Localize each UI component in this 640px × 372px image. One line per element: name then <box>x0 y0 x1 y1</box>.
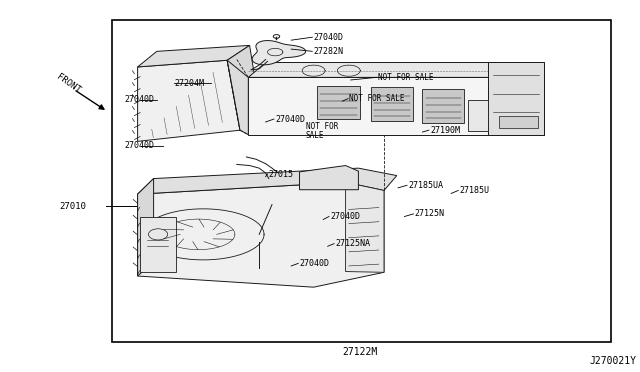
Text: 27040D: 27040D <box>300 259 330 268</box>
Text: 27125N: 27125N <box>415 209 445 218</box>
Text: 27040D: 27040D <box>314 33 344 42</box>
Polygon shape <box>488 62 544 135</box>
Polygon shape <box>346 182 384 272</box>
Polygon shape <box>248 77 544 135</box>
Text: 27040D: 27040D <box>125 141 155 150</box>
Text: 27282N: 27282N <box>314 47 344 56</box>
Text: 27122M: 27122M <box>342 347 378 356</box>
Text: 27040D: 27040D <box>275 115 305 124</box>
Text: 27185UA: 27185UA <box>408 181 444 190</box>
Text: 27204M: 27204M <box>174 79 204 88</box>
Text: NOT FOR
SALE: NOT FOR SALE <box>306 122 339 140</box>
Text: FRONT: FRONT <box>54 72 81 95</box>
Polygon shape <box>138 60 240 141</box>
Text: 27015: 27015 <box>269 170 294 179</box>
Text: J270021Y: J270021Y <box>590 356 637 366</box>
Polygon shape <box>138 179 154 276</box>
Text: 27125NA: 27125NA <box>335 239 371 248</box>
Polygon shape <box>371 87 413 121</box>
Polygon shape <box>138 45 250 67</box>
Polygon shape <box>317 86 360 119</box>
Text: 27190M: 27190M <box>430 126 460 135</box>
Polygon shape <box>227 45 261 130</box>
Bar <box>112 20 611 342</box>
Polygon shape <box>499 116 538 128</box>
Text: 27185U: 27185U <box>460 186 490 195</box>
Polygon shape <box>138 168 397 194</box>
Polygon shape <box>468 100 488 131</box>
Polygon shape <box>300 166 358 190</box>
Text: NOT FOR SALE: NOT FOR SALE <box>349 94 405 103</box>
Text: 27040D: 27040D <box>125 95 155 104</box>
Polygon shape <box>138 182 384 287</box>
Text: 27040D: 27040D <box>330 212 360 221</box>
Polygon shape <box>248 62 544 77</box>
Polygon shape <box>140 217 176 272</box>
Polygon shape <box>227 60 248 135</box>
Text: 27010: 27010 <box>60 202 86 211</box>
Text: NOT FOR SALE: NOT FOR SALE <box>378 73 433 82</box>
Polygon shape <box>422 89 464 123</box>
Polygon shape <box>252 41 306 65</box>
